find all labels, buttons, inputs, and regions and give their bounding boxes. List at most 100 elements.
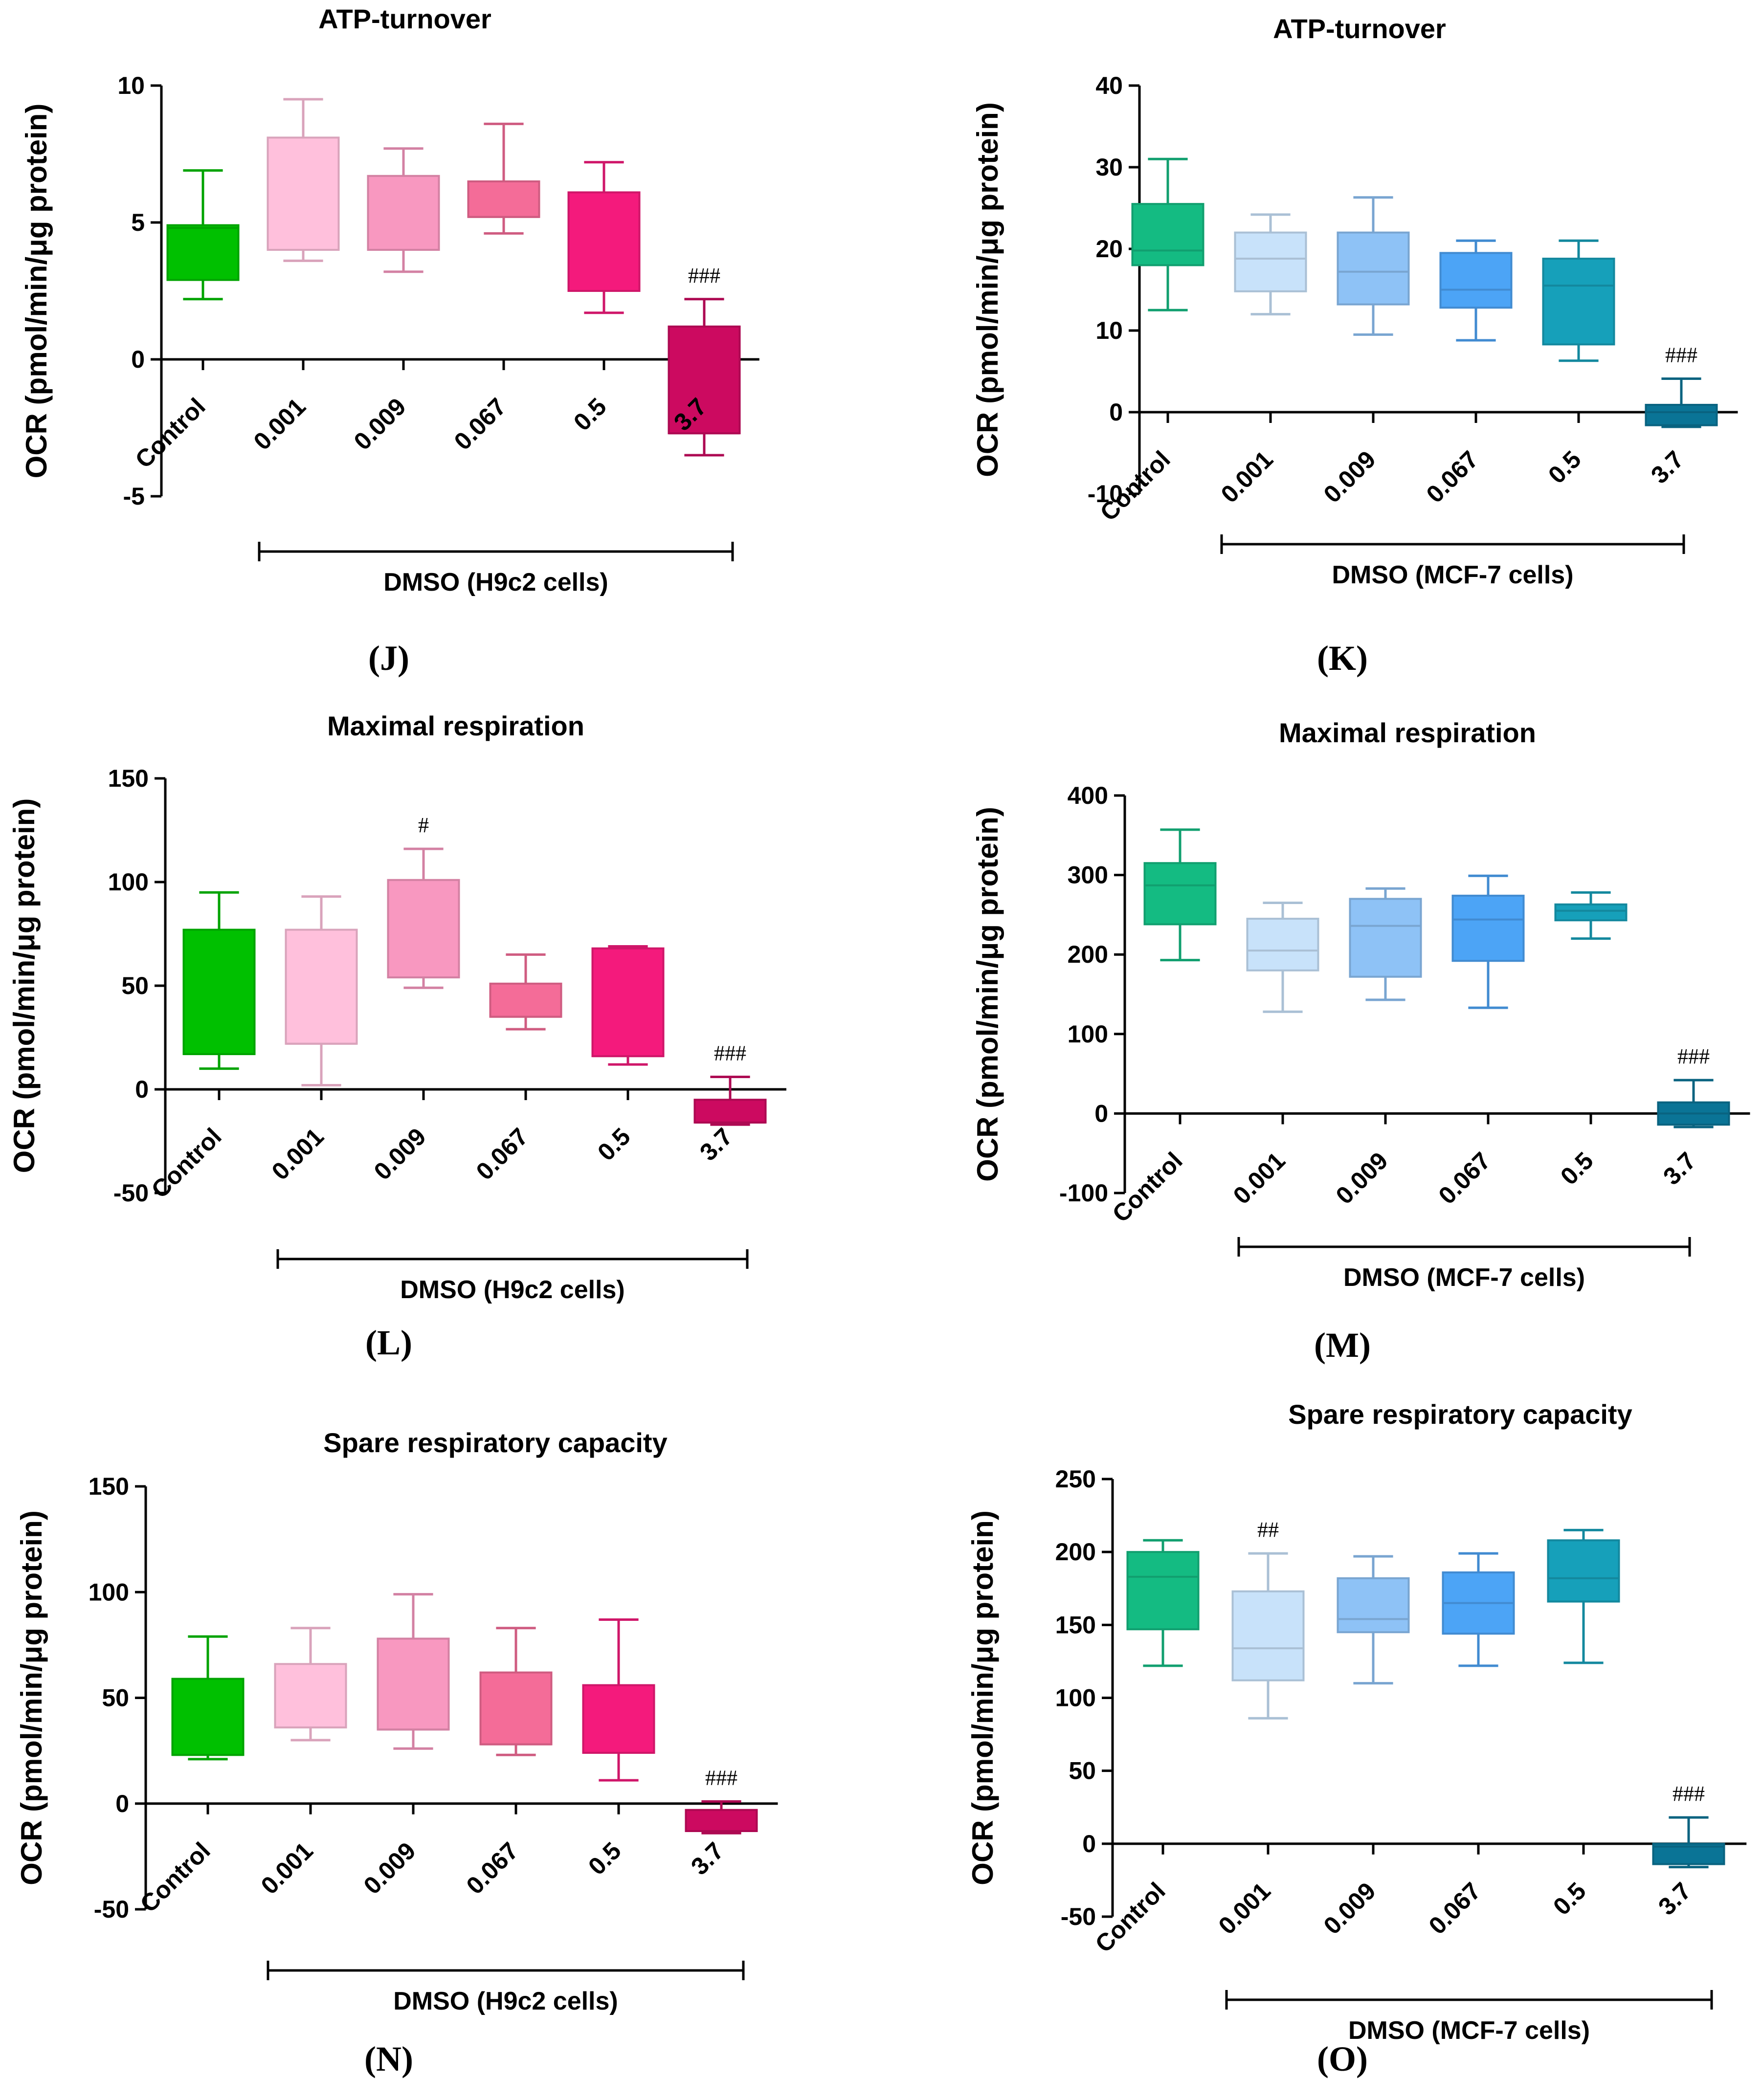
chart-panel-M: Maximal respiration OCR (pmol/min/μg prot… [971,717,1750,1365]
y-tick-label: 250 [1055,1465,1096,1493]
y-axis-label: OCR (pmol/min/μg protein) [8,798,41,1173]
category-label: 0.5 [1555,1147,1599,1191]
category-label: 0.067 [1433,1147,1496,1210]
category-label: 0.067 [449,393,512,455]
box-3.7 [685,1809,758,1832]
category-label: 0.009 [349,393,411,455]
significance-mark: ## [1257,1518,1279,1542]
category-label: 3.7 [694,1123,738,1166]
y-tick-label: 150 [89,1473,129,1500]
box-0.001 [1231,1590,1305,1681]
category-label: 0.001 [1216,445,1278,508]
chart-title: ATP-turnover [1273,13,1446,44]
category-label: Control [130,393,211,473]
box-0.5 [1554,903,1628,922]
y-tick-label: 400 [1068,782,1108,809]
category-label: 0.5 [1543,445,1586,489]
significance-mark: ### [1673,1782,1705,1806]
box-0.001 [285,928,358,1045]
y-axis-label: OCR (pmol/min/μg protein) [15,1510,48,1885]
y-tick-label: 200 [1055,1538,1096,1566]
y-tick-label: 300 [1068,862,1108,889]
box-0.009 [387,879,460,979]
box-0.067 [467,180,540,218]
category-label: 3.7 [686,1837,729,1880]
box-0.067 [1439,252,1513,309]
box-Control [1131,203,1204,266]
category-label: 0.5 [583,1837,626,1880]
y-tick-label: 5 [131,209,145,236]
chart-panel-L: Maximal respiration OCR (pmol/min/μg prot… [8,710,786,1362]
category-label: 0.001 [256,1837,318,1900]
y-tick-label: 50 [102,1684,129,1712]
significance-mark: ### [1677,1044,1710,1068]
chart-panel-J: ATP-turnover OCR (pmol/min/μg protein) -5 0… [20,3,759,678]
group-label: DMSO (H9c2 cells) [400,1276,625,1304]
box-0.5 [591,947,665,1058]
panel-label: (L) [365,1323,412,1362]
y-tick-label: 40 [1095,72,1123,99]
chart-title: Maximal respiration [1279,717,1536,748]
box-Control [1126,1551,1200,1631]
significance-mark: ### [688,264,720,287]
category-label: 0.009 [369,1123,431,1185]
category-label: 0.5 [1548,1877,1591,1921]
category-label: 3.7 [1646,445,1689,489]
group-label: DMSO (MCF-7 cells) [1332,561,1573,589]
box-0.067 [479,1671,553,1746]
chart-panel-N: Spare respiratory capacity OCR (pmol/min/… [15,1427,778,2078]
box-0.5 [567,191,641,292]
y-tick-label: -50 [94,1896,129,1923]
category-label: 0.001 [267,1123,329,1185]
chart-title: Maximal respiration [327,710,584,741]
y-tick-label: -50 [1061,1903,1096,1930]
y-tick-label: 10 [1095,317,1123,344]
box-0.5 [1547,1539,1620,1603]
y-axis-label: OCR (pmol/min/μg protein) [20,104,53,479]
y-tick-label: 0 [115,1790,129,1817]
y-tick-label: 150 [1055,1611,1096,1638]
category-label: Control [146,1123,227,1203]
y-tick-label: 30 [1095,154,1123,181]
box-0.5 [1542,258,1615,346]
y-tick-label: 100 [89,1578,129,1606]
category-label: 0.067 [461,1837,524,1900]
category-label: 0.009 [1318,1877,1381,1940]
significance-mark: ### [1665,343,1697,367]
category-label: 0.009 [358,1837,421,1900]
category-label: 0.067 [1421,445,1484,508]
box-0.009 [1337,231,1410,306]
group-label: DMSO (H9c2 cells) [383,568,608,597]
box-Control [166,224,240,281]
box-0.009 [1349,898,1422,978]
panel-label: (N) [364,2039,413,2078]
category-label: 0.009 [1318,445,1381,508]
chart-title: Spare respiratory capacity [323,1427,667,1458]
significance-mark: ### [705,1766,737,1790]
box-0.001 [267,136,340,251]
y-axis-label: OCR (pmol/min/μg protein) [971,102,1004,477]
category-label: 0.067 [471,1123,534,1185]
box-0.009 [367,175,440,251]
chart-title: ATP-turnover [318,3,491,34]
panel-label: (J) [368,639,409,678]
y-tick-label: -100 [1059,1179,1108,1207]
category-label: 0.5 [568,393,612,436]
y-tick-label: 100 [1055,1684,1096,1712]
box-0.067 [489,982,562,1018]
box-Control [171,1678,245,1756]
box-3.7 [693,1099,767,1124]
y-tick-label: 200 [1068,941,1108,968]
box-0.009 [1337,1577,1410,1634]
category-label: 3.7 [1653,1877,1696,1921]
y-tick-label: 0 [1094,1100,1108,1127]
box-0.001 [274,1663,347,1729]
panel-label: (K) [1317,639,1368,678]
significance-mark: # [418,813,429,837]
y-axis-label: OCR (pmol/min/μg protein) [966,1510,999,1885]
y-tick-label: 0 [135,1076,149,1103]
y-tick-label: 50 [1069,1757,1096,1785]
category-label: 3.7 [1658,1147,1701,1191]
y-tick-label: -50 [113,1179,149,1207]
y-tick-label: -10 [1088,480,1123,508]
